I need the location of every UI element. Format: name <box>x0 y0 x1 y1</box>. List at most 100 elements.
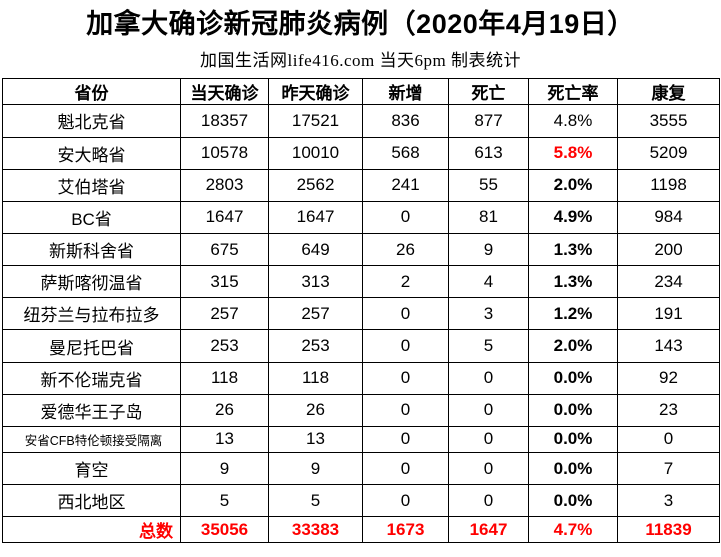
totals-today-confirmed: 35056 <box>180 516 269 544</box>
death-rate-cell: 2.0% <box>528 329 618 363</box>
yesterday-confirmed-cell: 9 <box>268 451 363 486</box>
province-name: 曼尼托巴省 <box>2 329 181 363</box>
deaths-cell: 55 <box>448 168 529 202</box>
table-body: 魁北克省 18357 17521 836 877 4.8% 3555 安大略省 10578 100… <box>2 104 720 518</box>
death-rate-cell: 4.9% <box>528 200 618 235</box>
page-subtitle: 加国生活网life416.com 当天6pm 制表统计 <box>200 51 521 71</box>
death-rate-cell: 0.0% <box>528 393 618 427</box>
yesterday-confirmed-cell: 5 <box>268 484 363 518</box>
recovered-cell: 143 <box>617 329 720 363</box>
province-name: 西北地区 <box>2 484 181 518</box>
header-row: 省份 当天确诊 昨天确诊 新增 死亡 死亡率 康复 <box>2 78 720 106</box>
totals-label: 总数 <box>2 516 181 544</box>
col-header-death-rate: 死亡率 <box>528 78 618 106</box>
yesterday-confirmed-cell: 257 <box>268 297 363 331</box>
col-header-recovered: 康复 <box>617 78 720 106</box>
new-cases-cell: 0 <box>362 425 449 453</box>
new-cases-cell: 0 <box>362 297 449 331</box>
yesterday-confirmed-cell: 26 <box>268 393 363 427</box>
today-confirmed-cell: 10578 <box>180 136 269 170</box>
yesterday-confirmed-cell: 10010 <box>268 136 363 170</box>
province-name: 安大略省 <box>2 136 181 170</box>
deaths-cell: 9 <box>448 233 529 267</box>
table-footer: 总数 35056 33383 1673 1647 4.7% 11839 <box>2 516 720 544</box>
recovered-cell: 1198 <box>617 168 720 202</box>
table-row: 西北地区 5 5 0 0 0.0% 3 <box>2 484 720 518</box>
death-rate-cell: 0.0% <box>528 484 618 518</box>
yesterday-confirmed-cell: 17521 <box>268 104 363 138</box>
yesterday-confirmed-cell: 1647 <box>268 200 363 235</box>
new-cases-cell: 0 <box>362 329 449 363</box>
col-header-deaths: 死亡 <box>448 78 529 106</box>
today-confirmed-cell: 13 <box>180 425 269 453</box>
new-cases-cell: 2 <box>362 265 449 299</box>
death-rate-cell: 1.3% <box>528 233 618 267</box>
province-name: 纽芬兰与拉布拉多 <box>2 297 181 331</box>
totals-new-cases: 1673 <box>362 516 449 544</box>
table-row: 新不伦瑞克省 118 118 0 0 0.0% 92 <box>2 361 720 395</box>
col-header-yesterday-confirmed: 昨天确诊 <box>268 78 363 106</box>
death-rate-cell: 0.0% <box>528 361 618 395</box>
today-confirmed-cell: 675 <box>180 233 269 267</box>
death-rate-cell: 0.0% <box>528 425 618 453</box>
deaths-cell: 0 <box>448 451 529 486</box>
recovered-cell: 200 <box>617 233 720 267</box>
totals-yesterday-confirmed: 33383 <box>268 516 363 544</box>
totals-death-rate: 4.7% <box>528 516 618 544</box>
today-confirmed-cell: 118 <box>180 361 269 395</box>
table-row: 爱德华王子岛 26 26 0 0 0.0% 23 <box>2 393 720 427</box>
province-name: 安省CFB特伦顿接受隔离 <box>2 425 181 453</box>
table-row: 安大略省 10578 10010 568 613 5.8% 5209 <box>2 136 720 170</box>
death-rate-cell: 0.0% <box>528 451 618 486</box>
table-row: 纽芬兰与拉布拉多 257 257 0 3 1.2% 191 <box>2 297 720 331</box>
today-confirmed-cell: 9 <box>180 451 269 486</box>
table-row: 安省CFB特伦顿接受隔离 13 13 0 0 0.0% 0 <box>2 425 720 453</box>
new-cases-cell: 0 <box>362 484 449 518</box>
recovered-cell: 92 <box>617 361 720 395</box>
deaths-cell: 0 <box>448 361 529 395</box>
deaths-cell: 0 <box>448 425 529 453</box>
yesterday-confirmed-cell: 2562 <box>268 168 363 202</box>
deaths-cell: 877 <box>448 104 529 138</box>
death-rate-cell: 1.3% <box>528 265 618 299</box>
province-name: 萨斯喀彻温省 <box>2 265 181 299</box>
new-cases-cell: 26 <box>362 233 449 267</box>
new-cases-cell: 836 <box>362 104 449 138</box>
yesterday-confirmed-cell: 118 <box>268 361 363 395</box>
deaths-cell: 3 <box>448 297 529 331</box>
table-row: BC省 1647 1647 0 81 4.9% 984 <box>2 200 720 235</box>
table-row: 魁北克省 18357 17521 836 877 4.8% 3555 <box>2 104 720 138</box>
province-name: 育空 <box>2 451 181 486</box>
deaths-cell: 0 <box>448 484 529 518</box>
table-row: 育空 9 9 0 0 0.0% 7 <box>2 451 720 486</box>
recovered-cell: 5209 <box>617 136 720 170</box>
recovered-cell: 984 <box>617 200 720 235</box>
recovered-cell: 234 <box>617 265 720 299</box>
new-cases-cell: 241 <box>362 168 449 202</box>
recovered-cell: 3555 <box>617 104 720 138</box>
today-confirmed-cell: 1647 <box>180 200 269 235</box>
new-cases-cell: 0 <box>362 361 449 395</box>
province-name: 魁北克省 <box>2 104 181 138</box>
new-cases-cell: 0 <box>362 200 449 235</box>
death-rate-cell: 4.8% <box>528 104 618 138</box>
province-name: BC省 <box>2 200 181 235</box>
totals-row: 总数 35056 33383 1673 1647 4.7% 11839 <box>2 516 720 544</box>
totals-recovered: 11839 <box>617 516 720 544</box>
col-header-province: 省份 <box>2 78 181 106</box>
new-cases-cell: 0 <box>362 451 449 486</box>
today-confirmed-cell: 253 <box>180 329 269 363</box>
today-confirmed-cell: 315 <box>180 265 269 299</box>
today-confirmed-cell: 2803 <box>180 168 269 202</box>
province-name: 新斯科舍省 <box>2 233 181 267</box>
today-confirmed-cell: 5 <box>180 484 269 518</box>
covid-stats-table: 省份 当天确诊 昨天确诊 新增 死亡 死亡率 康复 魁北克省 18357 17521… <box>2 78 720 544</box>
recovered-cell: 191 <box>617 297 720 331</box>
deaths-cell: 81 <box>448 200 529 235</box>
deaths-cell: 4 <box>448 265 529 299</box>
table-header: 省份 当天确诊 昨天确诊 新增 死亡 死亡率 康复 <box>2 78 720 106</box>
today-confirmed-cell: 18357 <box>180 104 269 138</box>
deaths-cell: 613 <box>448 136 529 170</box>
death-rate-cell: 1.2% <box>528 297 618 331</box>
